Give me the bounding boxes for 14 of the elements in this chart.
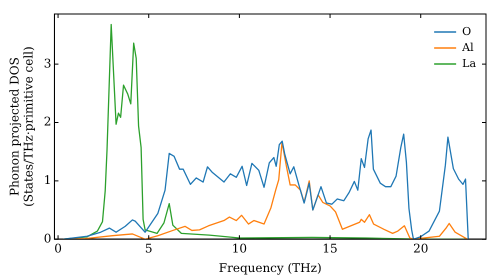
y-axis-title: Phonon projected DOS (States/THz·primitive cell) — [7, 46, 36, 207]
x-tick-label: 15 — [322, 242, 338, 256]
y-tick-label: 0 — [44, 231, 52, 246]
y-tick-label: 2 — [44, 114, 52, 129]
x-tick-label: 0 — [54, 242, 62, 256]
y-tick-label: 3 — [44, 56, 52, 70]
x-tick-label: 20 — [413, 242, 428, 256]
x-tick-label: 10 — [232, 242, 248, 256]
legend-label: Al — [461, 40, 474, 54]
x-axis-title: Frequency (THz) — [218, 260, 322, 275]
y-tick-label: 1 — [44, 172, 52, 187]
x-tick-label: 5 — [144, 242, 153, 256]
legend-label: La — [462, 56, 476, 70]
legend-label: O — [462, 24, 472, 38]
